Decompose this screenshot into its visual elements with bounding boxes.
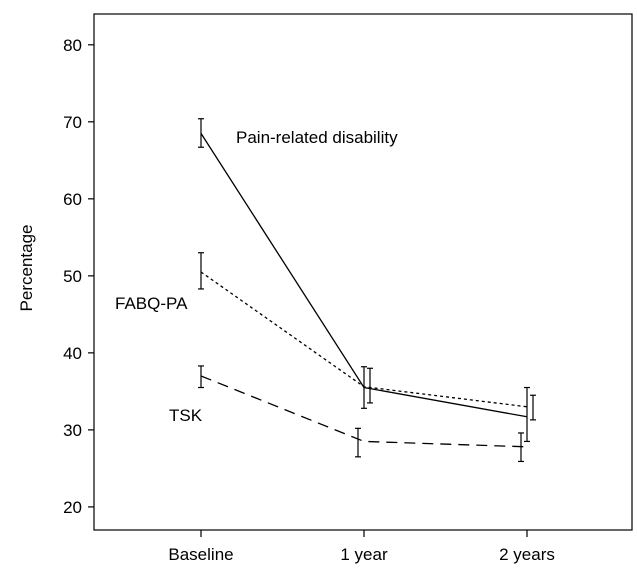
x-tick-label: 2 years bbox=[499, 545, 555, 564]
y-tick-label: 80 bbox=[63, 36, 82, 55]
y-tick-label: 30 bbox=[63, 421, 82, 440]
error-bar bbox=[198, 118, 204, 148]
x-tick-label: 1 year bbox=[340, 545, 388, 564]
plot-frame bbox=[93, 13, 633, 531]
error-bar bbox=[524, 386, 530, 443]
series-line-tsk bbox=[200, 375, 528, 448]
y-axis: 20 30 40 50 60 70 80 bbox=[63, 36, 94, 517]
error-bar bbox=[361, 366, 367, 409]
error-bar bbox=[530, 394, 536, 421]
y-tick-label: 60 bbox=[63, 190, 82, 209]
series-label-tsk: TSK bbox=[169, 406, 203, 425]
x-axis: Baseline 1 year 2 years bbox=[168, 530, 555, 564]
error-bar bbox=[355, 427, 361, 458]
error-bar bbox=[198, 252, 204, 290]
y-tick-label: 20 bbox=[63, 498, 82, 517]
y-axis-label: Percentage bbox=[17, 225, 36, 312]
x-tick-label: Baseline bbox=[168, 545, 233, 564]
errorbar-layer bbox=[198, 118, 536, 463]
error-bar bbox=[198, 365, 204, 389]
y-tick-label: 50 bbox=[63, 267, 82, 286]
series-label-pain-related-disability: Pain-related disability bbox=[236, 128, 398, 147]
y-tick-label: 40 bbox=[63, 344, 82, 363]
error-bar bbox=[367, 367, 373, 404]
error-bar bbox=[518, 432, 524, 463]
series-label-fabq-pa: FABQ-PA bbox=[115, 294, 188, 313]
y-tick-label: 70 bbox=[63, 113, 82, 132]
